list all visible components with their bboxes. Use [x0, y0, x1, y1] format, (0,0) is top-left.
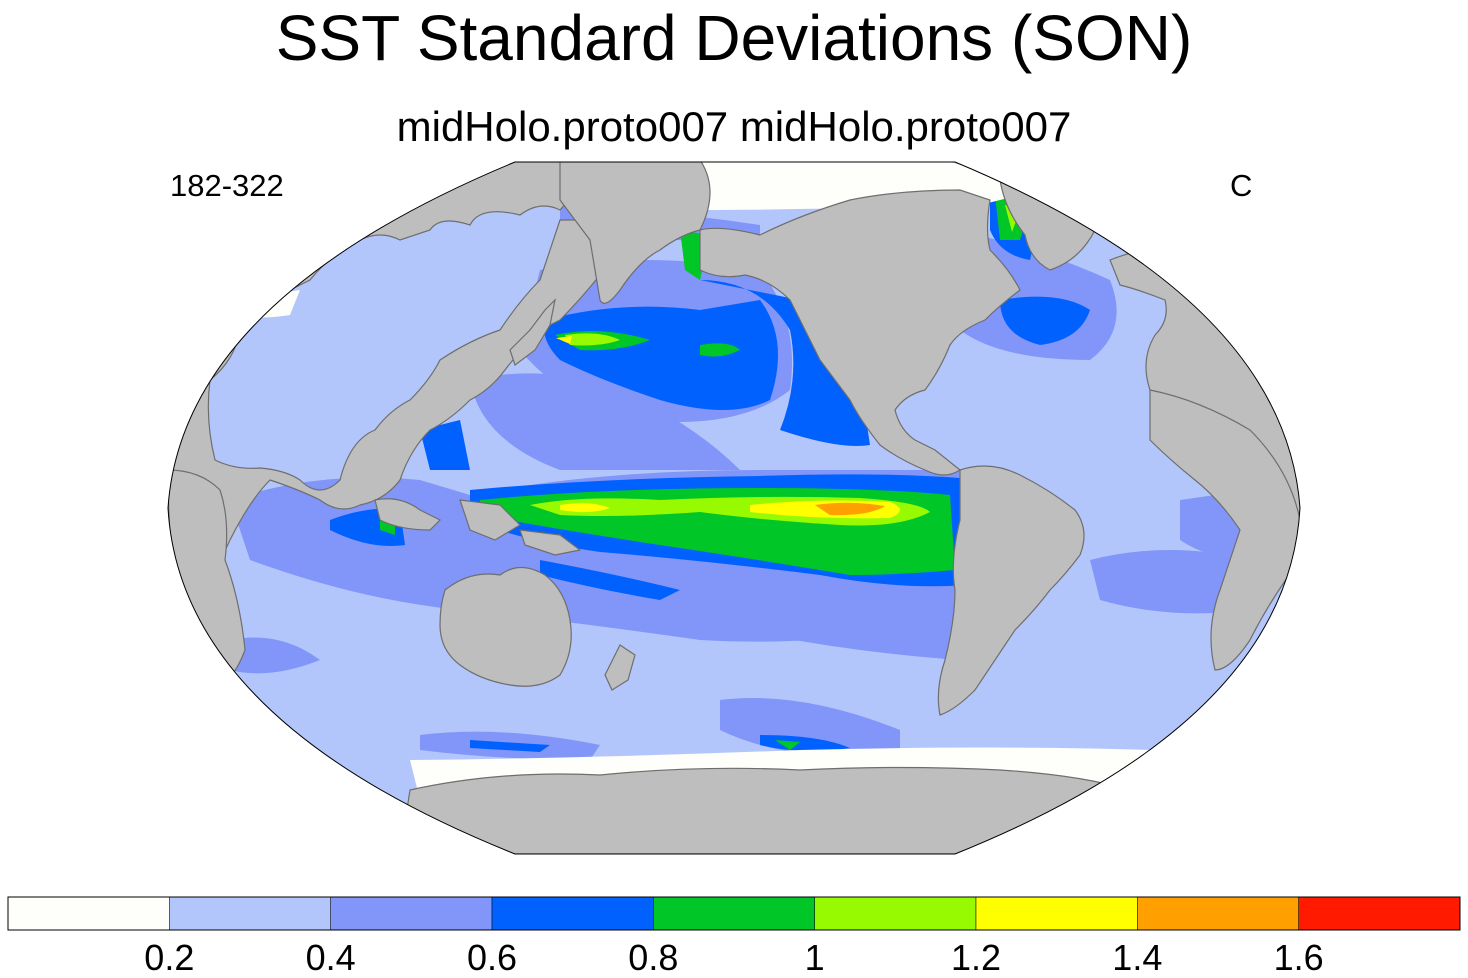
map-frame	[167, 161, 1301, 855]
land-australia	[439, 566, 572, 687]
colorbar-tick-label: 1.4	[1112, 937, 1162, 978]
land-antarctica	[399, 766, 1141, 854]
year-range-label: 182-322	[170, 168, 284, 203]
land-ne-asia	[559, 162, 711, 304]
colorbar-tick-label: 1.6	[1274, 937, 1324, 978]
colorbar-swatch	[491, 896, 654, 931]
land-indonesia	[374, 498, 582, 556]
land-new-zealand	[604, 644, 636, 691]
colorbar-swatch	[814, 896, 977, 931]
colorbar-frame	[7, 896, 1461, 931]
colorbar-tick-label: 1.2	[951, 937, 1001, 978]
colorbar-swatch	[1298, 896, 1461, 931]
land-masses	[168, 162, 1300, 854]
colorbar-tick-label: 0.6	[467, 937, 517, 978]
land-japan	[509, 298, 556, 366]
colorbar-tick-label: 1	[805, 937, 825, 978]
colorbar-swatch	[169, 896, 331, 931]
sst-band-1.4-1.6	[815, 502, 885, 516]
world-map	[167, 161, 1301, 855]
colorbar-tick-label: 0.8	[628, 937, 678, 978]
land-africa-right	[1149, 389, 1300, 671]
colorbar-swatch	[7, 896, 170, 931]
land-north-america	[699, 189, 1021, 476]
land-south-america	[937, 465, 1085, 716]
map-subtitle: midHolo.proto007 midHolo.proto007	[396, 103, 1072, 150]
colorbar-tick-label: 0.2	[144, 937, 194, 978]
map-title: SST Standard Deviations (SON)	[275, 2, 1193, 74]
sst-band-0.4-0.6	[230, 205, 1250, 760]
colorbar-swatch	[330, 896, 493, 931]
colorbar-swatch	[975, 896, 1138, 931]
colorbar-swatch	[653, 896, 815, 931]
colorbar-swatch	[1137, 896, 1299, 931]
units-label: C	[1230, 168, 1253, 203]
colorbar-tick-label: 0.4	[306, 937, 356, 978]
